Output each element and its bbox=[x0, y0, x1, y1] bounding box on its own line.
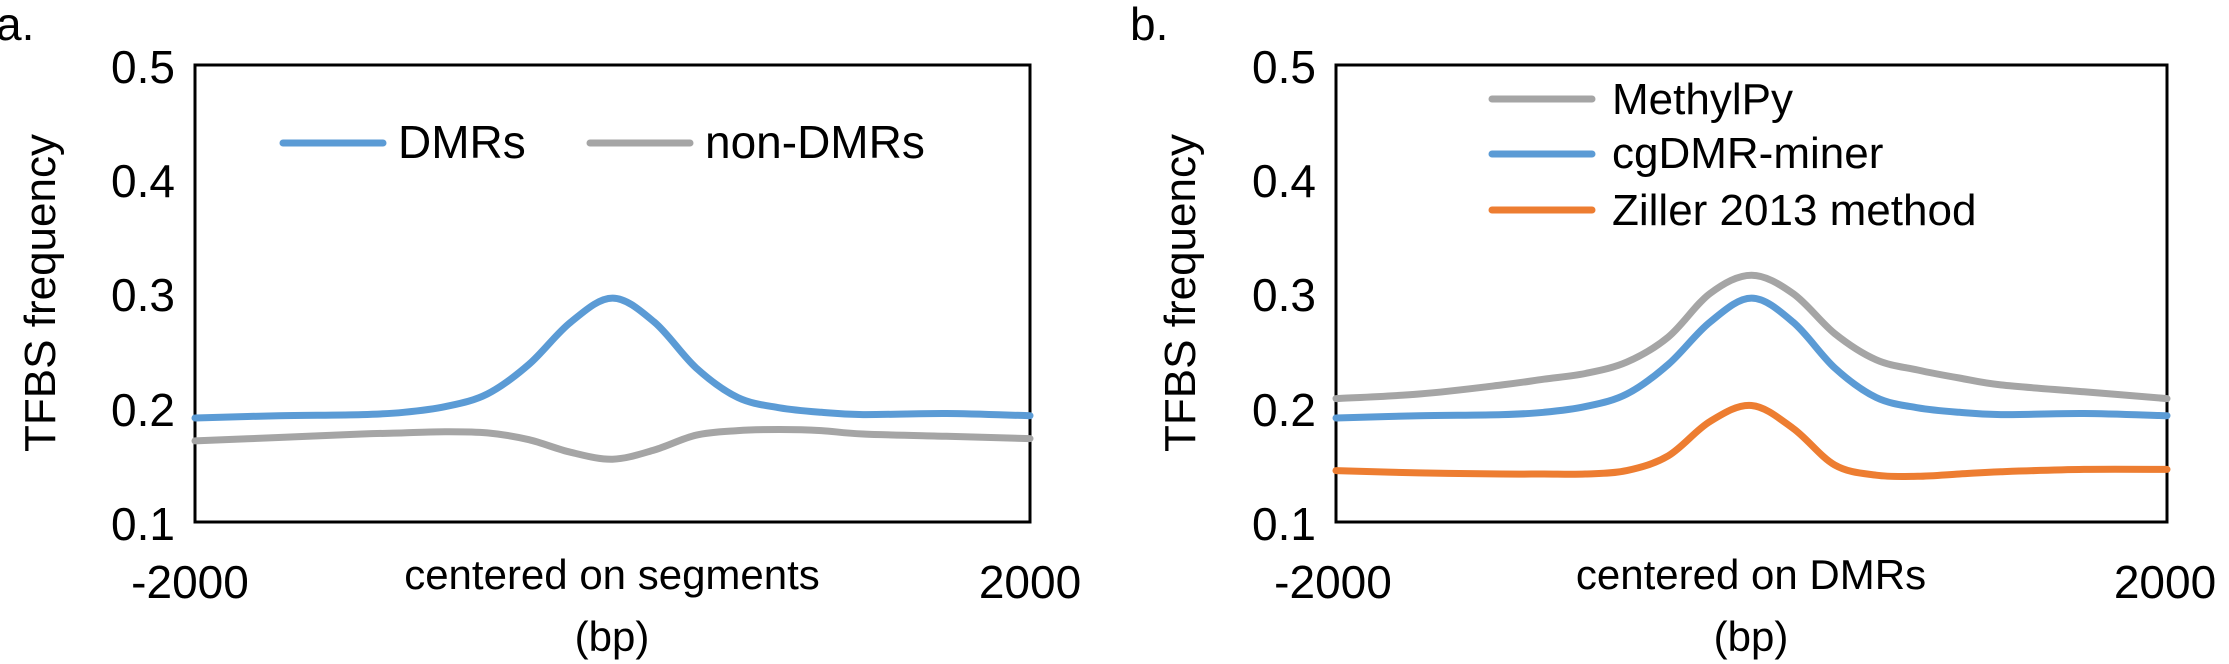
x-axis-title-a: centered on segments bbox=[404, 551, 820, 598]
y-axis-title-b: TFBS frequency bbox=[1156, 134, 1205, 452]
x-tick-label-min-a: -2000 bbox=[131, 556, 249, 608]
series-group-a bbox=[191, 294, 1034, 463]
series-line-dmrs bbox=[191, 294, 1034, 422]
legend-label-non-dmrs: non-DMRs bbox=[705, 116, 925, 168]
series-line-methylpy bbox=[1332, 271, 2171, 403]
plot-frame-a bbox=[193, 63, 1032, 524]
legend-a: DMRs non-DMRs bbox=[279, 116, 925, 168]
series-group-b bbox=[1332, 271, 2171, 481]
legend-label-ziller: Ziller 2013 method bbox=[1612, 186, 1976, 235]
y-tick-label-0.1-b: 0.1 bbox=[1252, 498, 1316, 550]
panel-label-b: b. bbox=[1130, 0, 1168, 50]
y-tick-label-0.2: 0.2 bbox=[111, 384, 175, 436]
panel-label-a: a. bbox=[0, 0, 34, 50]
legend-label-dmrs: DMRs bbox=[398, 116, 526, 168]
x-tick-label-max-a: 2000 bbox=[979, 556, 1081, 608]
y-tick-label-0.4: 0.4 bbox=[111, 155, 175, 207]
y-tick-label-0.5: 0.5 bbox=[111, 41, 175, 93]
x-tick-label-min-b: -2000 bbox=[1274, 556, 1392, 608]
plot-frame-b bbox=[1334, 63, 2169, 524]
legend-label-cgdmr-miner: cgDMR-miner bbox=[1612, 129, 1883, 178]
y-tick-label-0.1: 0.1 bbox=[111, 498, 175, 550]
panel-b: b. 0.5 0.4 0.3 0.2 0.1 TFBS frequency -2… bbox=[1130, 0, 2216, 660]
x-axis-unit-b: (bp) bbox=[1714, 613, 1789, 660]
x-axis-unit-a: (bp) bbox=[575, 613, 650, 660]
panel-a: a. 0.5 0.4 0.3 0.2 0.1 TFBS frequency -2… bbox=[0, 0, 1081, 660]
legend-label-methylpy: MethylPy bbox=[1612, 75, 1793, 124]
legend-b: MethylPy cgDMR-miner Ziller 2013 method bbox=[1488, 75, 1976, 235]
y-tick-label-0.3: 0.3 bbox=[111, 269, 175, 321]
series-line-cgdmr-miner bbox=[1332, 294, 2171, 422]
x-axis-title-b: centered on DMRs bbox=[1576, 551, 1926, 598]
y-tick-label-0.2-b: 0.2 bbox=[1252, 384, 1316, 436]
y-tick-label-0.4-b: 0.4 bbox=[1252, 155, 1316, 207]
y-tick-label-0.5-b: 0.5 bbox=[1252, 41, 1316, 93]
series-line-ziller-2013-method bbox=[1332, 401, 2171, 481]
x-tick-label-max-b: 2000 bbox=[2114, 556, 2216, 608]
y-axis-title-a: TFBS frequency bbox=[16, 134, 65, 452]
series-line-non-dmrs bbox=[191, 426, 1034, 463]
y-tick-label-0.3-b: 0.3 bbox=[1252, 269, 1316, 321]
